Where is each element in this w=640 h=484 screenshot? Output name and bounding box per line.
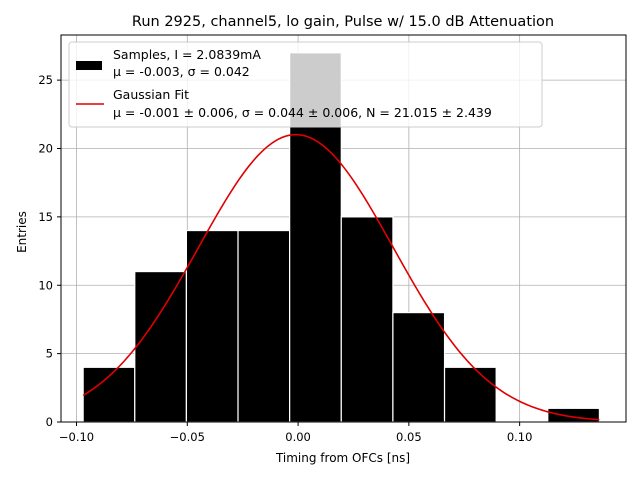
x-tick-label: −0.10	[59, 430, 94, 444]
x-tick-label: 0.10	[507, 430, 533, 444]
axes-frame	[60, 34, 627, 423]
histogram-bar	[237, 229, 291, 423]
y-tick-label: 20	[38, 142, 53, 156]
x-axis-label: Timing from OFCs [ns]	[275, 451, 410, 465]
histogram-bar	[134, 270, 188, 423]
y-axis-label: Entries	[15, 211, 29, 253]
histogram-bar	[443, 366, 497, 423]
y-tick-label: 10	[38, 278, 53, 292]
gaussian-fit	[82, 133, 600, 421]
y-tick-label: 15	[38, 210, 53, 224]
y-tick-label: 25	[38, 73, 53, 87]
fit-curve	[82, 133, 600, 421]
histogram-bar	[392, 312, 446, 423]
legend-swatch-samples	[76, 61, 102, 70]
axes	[57, 34, 627, 426]
histogram-bar	[185, 229, 239, 423]
histogram-bar	[547, 407, 601, 423]
legend-label-samples: Samples, I = 2.0839mA	[113, 47, 261, 62]
legend-label-fit: Gaussian Fit	[113, 87, 189, 102]
histogram-bar	[340, 216, 394, 423]
legend-stats-fit: μ = -0.001 ± 0.006, σ = 0.044 ± 0.006, N…	[113, 105, 492, 120]
chart-title: Run 2925, channel5, lo gain, Pulse w/ 15…	[132, 14, 554, 30]
legend-stats-samples: μ = -0.003, σ = 0.042	[113, 64, 250, 79]
x-tick-label: 0.05	[396, 430, 422, 444]
legend-box	[68, 41, 543, 128]
legend: Samples, I = 2.0839mA μ = -0.003, σ = 0.…	[68, 41, 543, 128]
x-tick-label: −0.05	[170, 430, 205, 444]
y-tick-label: 0	[46, 415, 53, 429]
tick-labels: −0.10 −0.05 0.00 0.05 0.10 0 5 10 15 20 25	[38, 73, 532, 444]
y-tick-label: 5	[46, 347, 53, 361]
x-tick-label: 0.00	[285, 430, 311, 444]
